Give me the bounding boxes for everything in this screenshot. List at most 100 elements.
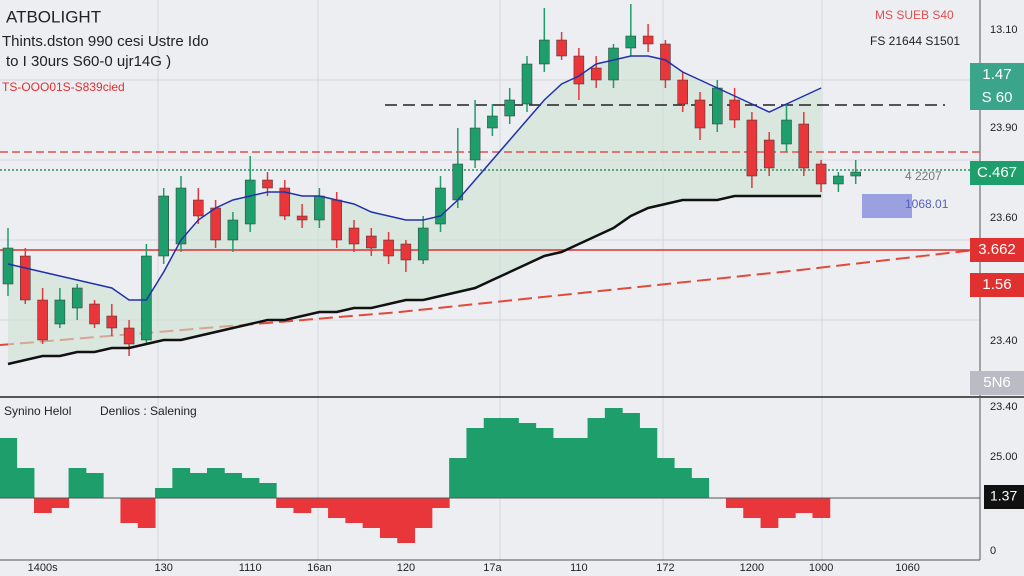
- price-label: 23.60: [990, 212, 1018, 224]
- candle-body: [677, 79, 688, 105]
- oscillator-bar: [293, 498, 312, 513]
- candle-body: [746, 119, 758, 177]
- candle-body: [608, 47, 619, 81]
- candle-body: [850, 171, 861, 177]
- candle-body: [175, 187, 187, 245]
- x-tick-label: 17a: [483, 562, 502, 574]
- oscillator-bar: [51, 498, 70, 508]
- indicator-label: TS-OOO01S-S839cied: [2, 80, 125, 94]
- candle-body: [279, 187, 291, 217]
- oscillator-bar: [587, 418, 606, 498]
- candle-body: [383, 239, 394, 257]
- ma-band: [8, 56, 822, 364]
- candle-body: [590, 67, 602, 81]
- candle-body: [54, 299, 66, 325]
- candle-body: [556, 39, 567, 57]
- candle-body: [573, 55, 585, 85]
- oscillator-bar: [656, 458, 675, 498]
- oscillator-bar: [258, 483, 277, 498]
- oscillator-bar: [501, 418, 519, 498]
- candle-body: [262, 179, 273, 189]
- header-info: FS 21644 S1501: [870, 34, 960, 48]
- x-tick-label: 1060: [895, 562, 919, 574]
- candle-body: [452, 163, 464, 201]
- x-tick-label: 1110: [239, 562, 262, 574]
- oscillator-bar: [760, 498, 779, 528]
- candle-body: [71, 287, 83, 309]
- price-tag-text: 1.47: [982, 66, 1011, 83]
- candle-body: [348, 227, 360, 245]
- price-tag-text: S 60: [982, 89, 1013, 106]
- candle-body: [469, 127, 481, 161]
- price-label: 23.40: [990, 335, 1018, 347]
- oscillator-bar: [328, 498, 346, 518]
- candle-body: [193, 199, 204, 217]
- candle-body: [106, 315, 118, 329]
- x-tick-label: 1200: [740, 562, 764, 574]
- candle-body: [158, 195, 169, 257]
- candle-body: [660, 43, 671, 81]
- oscillator-bar: [120, 498, 139, 523]
- annotation: 1068.01: [905, 197, 949, 211]
- oscillator-bar: [206, 468, 225, 498]
- moving-average: [7, 55, 822, 301]
- oscillator-bar: [552, 438, 571, 498]
- annotation: 4 2207: [905, 169, 942, 183]
- oscillator-bar: [535, 428, 554, 498]
- oscillator-bar: [85, 473, 104, 498]
- header-info: MS SUEB S40: [875, 8, 954, 22]
- candle-body: [712, 87, 723, 125]
- oscillator-bar: [310, 498, 329, 508]
- candle-body: [833, 175, 844, 185]
- legend-entry: Synino Helol: [4, 404, 71, 418]
- x-tick-label: 1400s: [28, 562, 58, 574]
- oscillator-bar: [362, 498, 381, 528]
- candle-body: [37, 299, 48, 341]
- oscillator-bar: [518, 423, 537, 498]
- oscillator-bar: [172, 468, 191, 498]
- oscillator-bar: [674, 468, 692, 498]
- price-tag-text: C.467: [977, 164, 1017, 181]
- price-tag: [984, 485, 1024, 509]
- oscillator-bar: [345, 498, 364, 523]
- price-tag-text: 3.662: [978, 241, 1016, 258]
- moving-average: [7, 194, 822, 366]
- oscillator-axis-label: 0: [990, 545, 996, 557]
- oscillator-bar: [795, 498, 813, 513]
- subtitle: to I 30urs S60-0 ujr14G ): [6, 53, 171, 70]
- oscillator-bar: [449, 458, 467, 498]
- candle-body: [521, 63, 533, 105]
- candle-body: [539, 39, 550, 65]
- candle-body: [487, 115, 498, 129]
- price-tag: [970, 63, 1024, 87]
- oscillator-bar: [189, 473, 208, 498]
- annotation-box: [862, 194, 912, 218]
- candle-body: [2, 247, 14, 285]
- oscillator-bar: [570, 438, 589, 498]
- oscillator-bar: [397, 498, 416, 543]
- price-tag: [970, 238, 1024, 262]
- candle-body: [20, 255, 31, 301]
- candle-body: [625, 35, 637, 49]
- price-tag: [970, 273, 1024, 297]
- candle-body: [89, 303, 100, 325]
- price-label: 13.10: [990, 24, 1018, 36]
- price-tag: [970, 161, 1024, 185]
- candle-body: [366, 235, 377, 249]
- oscillator-bar: [16, 468, 35, 498]
- oscillator-axis-label: 23.40: [990, 401, 1018, 413]
- oscillator-bar: [639, 428, 658, 498]
- price-label: 23.90: [990, 122, 1018, 134]
- oscillator-bar: [68, 468, 87, 498]
- oscillator-bar: [224, 473, 243, 498]
- candle-body: [244, 179, 256, 225]
- candle-body: [141, 255, 152, 341]
- oscillator-axis-label: 1.37: [990, 488, 1017, 504]
- oscillator-bar: [743, 498, 762, 518]
- oscillator-bar: [431, 498, 450, 508]
- legend-entry: Denlios : Salening: [100, 404, 197, 418]
- oscillator-bar: [466, 428, 485, 498]
- candle-body: [763, 139, 775, 169]
- candle-body: [210, 207, 221, 241]
